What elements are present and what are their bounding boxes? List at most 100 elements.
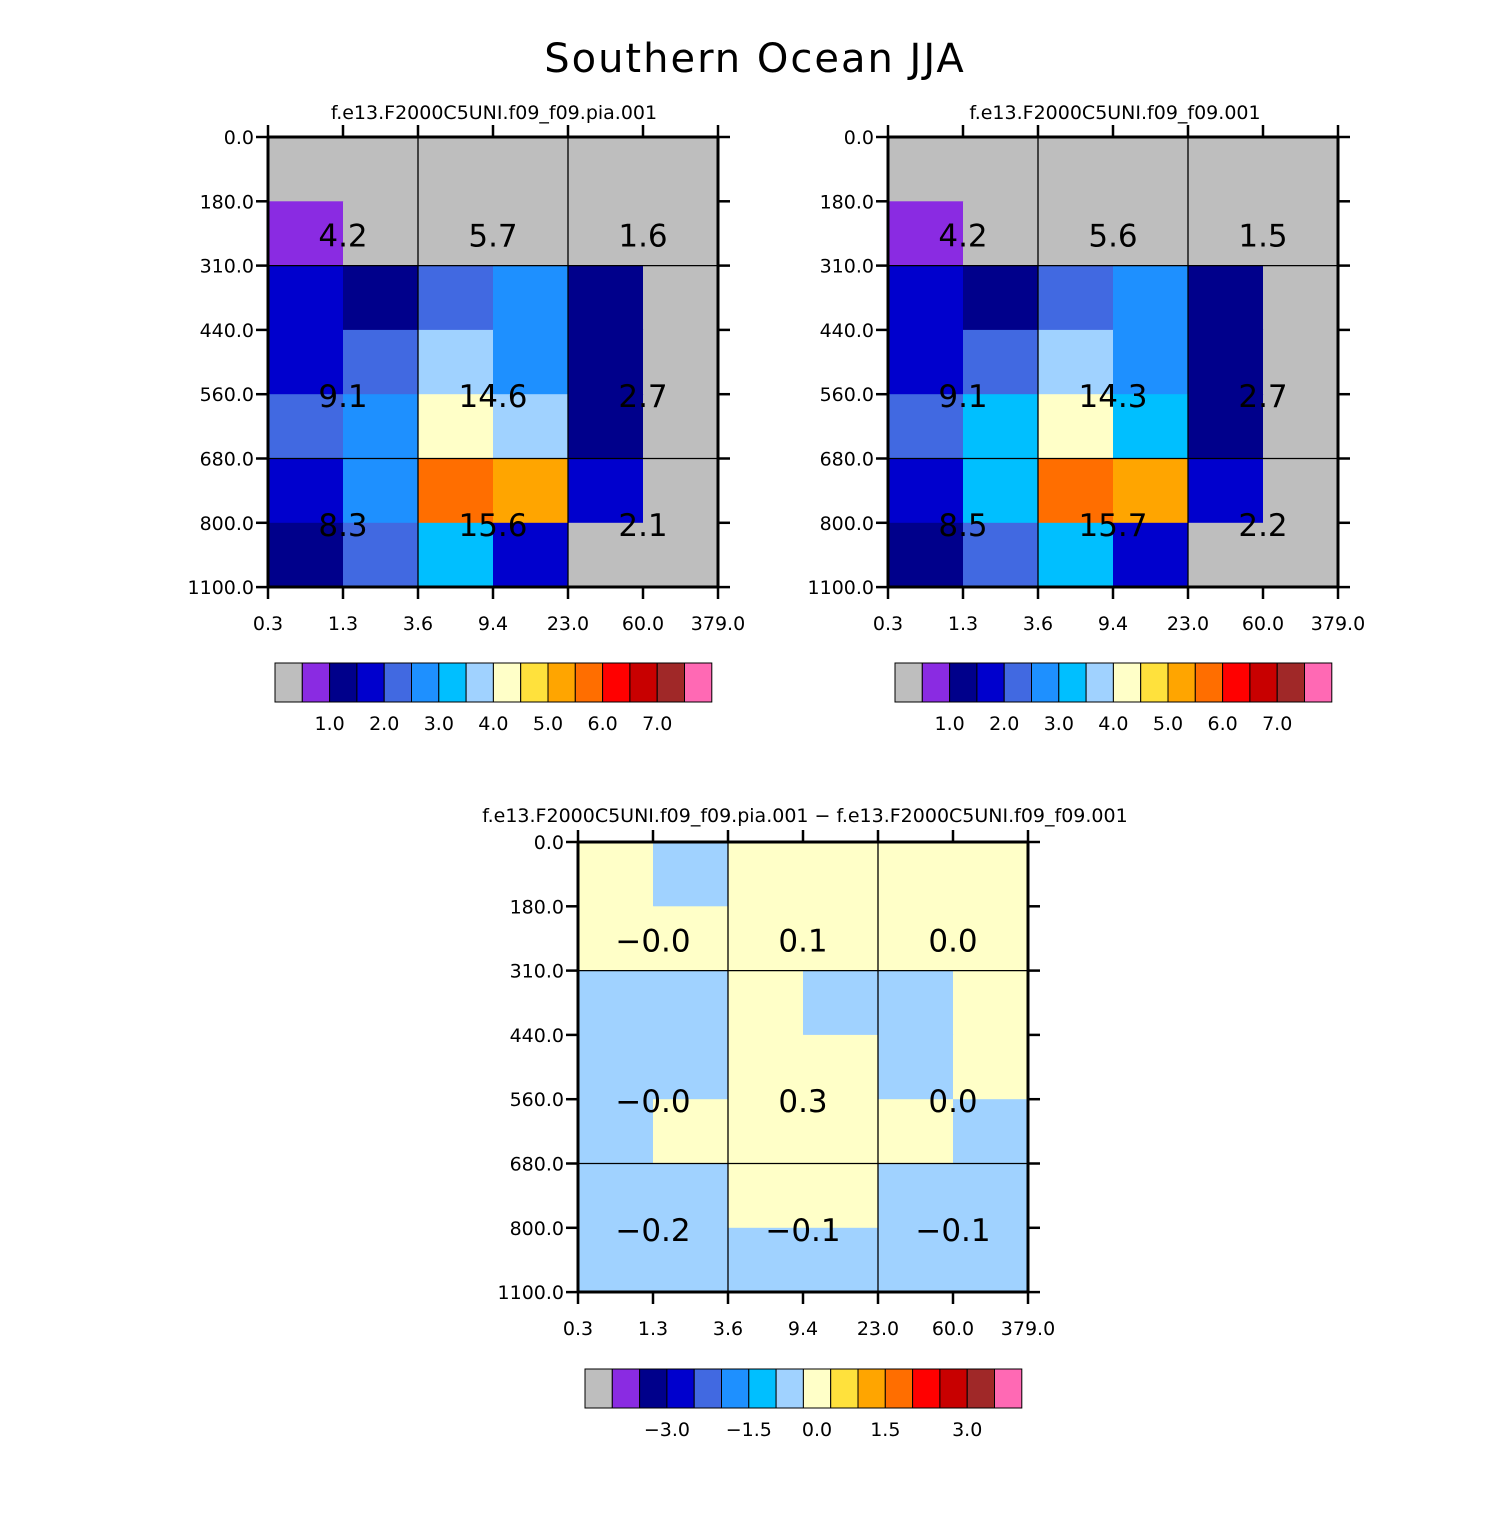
y-tick-label: 560.0 xyxy=(820,384,874,406)
x-tick-label: 379.0 xyxy=(691,613,745,635)
heatmap-cell xyxy=(578,1099,654,1165)
heatmap-cell xyxy=(963,458,1039,524)
heatmap-cell xyxy=(268,265,344,331)
colorbar-tick-label: 7.0 xyxy=(1262,713,1292,735)
box-total-label: 4.2 xyxy=(318,218,367,254)
y-tick-label: 560.0 xyxy=(510,1089,564,1111)
colorbar-swatch xyxy=(1304,662,1333,703)
y-tick-label: 440.0 xyxy=(820,320,874,342)
colorbar-swatch xyxy=(921,662,951,703)
heatmap-cell xyxy=(343,137,419,202)
colorbar-swatch xyxy=(949,662,978,703)
heatmap-cell xyxy=(878,1227,954,1293)
heatmap-cell xyxy=(963,137,1039,202)
y-tick-label: 440.0 xyxy=(510,1025,564,1047)
colorbar: 1.0 2.0 3.0 4.0 5.0 6.0 7.0 xyxy=(274,662,713,735)
colorbar-tick-label: 3.0 xyxy=(952,1419,982,1441)
heatmap-cell xyxy=(568,265,644,331)
heatmap-cell xyxy=(953,1099,1029,1165)
x-tick-label: 379.0 xyxy=(1311,613,1365,635)
y-tick-label: 800.0 xyxy=(510,1218,564,1240)
colorbar-tick-label: 5.0 xyxy=(1153,713,1183,735)
heatmap-cell xyxy=(343,394,419,460)
colorbar-swatch xyxy=(1222,662,1251,703)
x-tick-label: 23.0 xyxy=(547,613,589,635)
x-tick-label: 60.0 xyxy=(932,1318,974,1340)
colorbar-swatch xyxy=(684,662,713,703)
heatmap-cell xyxy=(578,1163,654,1229)
heatmap-cell xyxy=(653,1099,729,1165)
heatmap-cell xyxy=(653,842,729,907)
heatmap-cell xyxy=(343,458,419,524)
panel-pia: f.e13.F2000C5UNI.f09_f09.pia.001 0.0 180.… xyxy=(188,102,746,735)
box-total-label: 9.1 xyxy=(318,379,367,415)
colorbar-swatch xyxy=(1194,662,1224,703)
page-title: Southern Ocean JJA xyxy=(544,36,966,82)
heatmap-cell xyxy=(1263,522,1339,588)
panel-control-title: f.e13.F2000C5UNI.f09_f09.001 xyxy=(969,102,1260,124)
colorbar-swatch xyxy=(976,662,1005,703)
colorbar-tick-label: 1.0 xyxy=(314,713,344,735)
box-total-label: 0.3 xyxy=(778,1084,827,1120)
heatmap-cell xyxy=(888,201,964,267)
colorbar-tick-label: 6.0 xyxy=(587,713,617,735)
heatmap-cell xyxy=(493,137,569,202)
heatmap-cell xyxy=(1188,201,1264,267)
heatmap-cell xyxy=(1038,265,1114,331)
heatmap-cell xyxy=(493,201,569,267)
heatmap-cell xyxy=(643,201,719,267)
heatmap-cell xyxy=(568,394,644,460)
heatmap-cell xyxy=(343,329,419,395)
heatmap-cell xyxy=(268,458,344,524)
heatmap-cell xyxy=(878,906,954,972)
x-tick-label: 60.0 xyxy=(622,613,664,635)
colorbar-tick-label: 3.0 xyxy=(424,713,454,735)
heatmap-cell xyxy=(1113,265,1189,331)
colorbar-swatch xyxy=(492,662,522,703)
heatmap-cell xyxy=(1263,265,1339,331)
x-tick-label: 23.0 xyxy=(857,1318,899,1340)
colorbar-swatch xyxy=(438,662,467,703)
heatmap-cell xyxy=(963,201,1039,267)
heatmap-cell xyxy=(578,842,654,907)
colorbar-tick-label: 0.0 xyxy=(802,1419,832,1441)
y-tick-label: 1100.0 xyxy=(188,577,254,599)
heatmap-cell xyxy=(268,201,344,267)
heatmap-cell xyxy=(643,329,719,395)
panel-diff: f.e13.F2000C5UNI.f09_f09.pia.001 − f.e13… xyxy=(482,805,1127,1441)
colorbar-tick-label: 7.0 xyxy=(642,713,672,735)
heatmap-cell xyxy=(728,1227,804,1293)
x-tick-label: 3.6 xyxy=(713,1318,743,1340)
box-total-label: 8.3 xyxy=(318,508,367,544)
heatmap-cell xyxy=(653,906,729,972)
y-tick-label: 0.0 xyxy=(224,127,254,149)
heatmap-cell xyxy=(268,329,344,395)
heatmap-cell xyxy=(953,1227,1029,1293)
y-tick-label: 310.0 xyxy=(200,256,254,278)
heatmap-cell xyxy=(1113,458,1189,524)
box-total-label: 5.7 xyxy=(468,218,517,254)
heatmap-cell xyxy=(568,329,644,395)
heatmap-cell xyxy=(728,842,804,907)
heatmap-cell xyxy=(1188,137,1264,202)
y-tick-label: 680.0 xyxy=(510,1154,564,1176)
colorbar-tick-label: 1.0 xyxy=(934,713,964,735)
y-tick-label: 680.0 xyxy=(820,449,874,471)
heatmap-cell xyxy=(803,970,879,1036)
colorbar-swatch xyxy=(693,1368,723,1409)
colorbar-swatch xyxy=(775,1368,804,1409)
colorbar-swatch xyxy=(465,662,494,703)
heatmap-cell xyxy=(888,265,964,331)
x-tick-label: 1.3 xyxy=(948,613,978,635)
box-total-label: 0.0 xyxy=(928,1084,977,1120)
heatmap-cell xyxy=(1188,329,1264,395)
x-tick-label: 0.3 xyxy=(253,613,283,635)
colorbar-swatch xyxy=(639,1368,668,1409)
heatmap-cell xyxy=(568,137,644,202)
y-tick-label: 180.0 xyxy=(820,191,874,213)
heatmap-cell xyxy=(953,1034,1029,1100)
panel-control: f.e13.F2000C5UNI.f09_f09.001 0.0 180.0 310… xyxy=(808,102,1366,735)
panel-control-plot: 0.0 180.0 310.0 440.0 560.0 680.0 800.0 1100.0 0… xyxy=(808,125,1365,735)
heatmap-cell xyxy=(803,1227,879,1293)
heatmap-cell xyxy=(953,842,1029,907)
